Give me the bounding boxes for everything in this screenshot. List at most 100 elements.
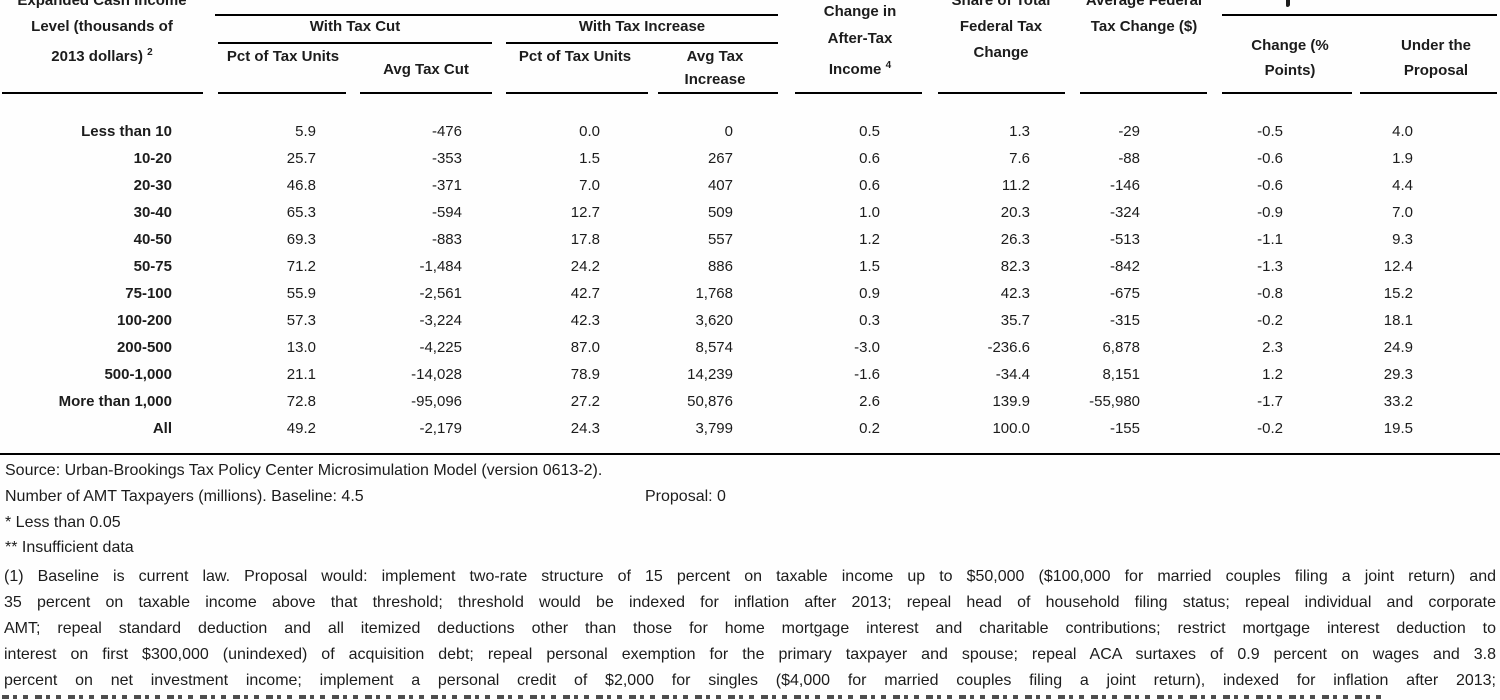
amt-taxpayers-line: Number of AMT Taxpayers (millions). Base…: [5, 488, 364, 505]
cell-change-after-tax-income: -1.6: [854, 366, 880, 383]
cell-pct-with-tax-cut: 49.2: [286, 420, 316, 437]
row-label-income-group: Less than 10: [81, 123, 172, 140]
cell-share-total-federal-tax-change: 11.2: [1001, 177, 1030, 194]
cell-avg-federal-tax-change: -29: [1118, 123, 1140, 140]
table-row: 40-50 69.3 -883 17.8 557 1.2 26.3 -513 -…: [0, 226, 1500, 253]
header-expanded-cash-income: Expanded Cash Income Level (thousands of…: [16, 0, 188, 70]
row-label-income-group: All: [152, 420, 172, 437]
cell-change-after-tax-income: 2.6: [859, 393, 880, 410]
cell-rate-under-proposal: 15.2: [1383, 285, 1413, 302]
table-row: More than 1,000 72.8 -95,096 27.2 50,876…: [0, 388, 1500, 415]
table-row: Less than 10 5.9 -476 0.0 0 0.5 1.3 -29 …: [0, 118, 1500, 145]
cell-pct-with-tax-increase: 24.2: [570, 258, 600, 275]
cell-pct-with-tax-cut: 25.7: [286, 150, 316, 167]
clipped-text-fragment: [1286, 0, 1290, 7]
cell-rate-under-proposal: 4.4: [1392, 177, 1413, 194]
cell-avg-tax-cut: -4,225: [419, 339, 462, 356]
footnote-1-line: interest on first $300,000 (unindexed) o…: [4, 646, 1496, 663]
cell-avg-tax-increase: 3,620: [695, 312, 733, 329]
footnote-1-line: (1) Baseline is current law. Proposal wo…: [4, 568, 1496, 585]
cell-pct-with-tax-cut: 13.0: [286, 339, 316, 356]
cell-change-after-tax-income: 0.9: [859, 285, 880, 302]
cell-avg-tax-cut: -3,224: [419, 312, 462, 329]
header-with-tax-increase: With Tax Increase: [578, 18, 706, 35]
cell-share-total-federal-tax-change: 100.0: [992, 420, 1030, 437]
underline-pct-increase: [506, 92, 648, 94]
cell-avg-tax-cut: -371: [431, 177, 462, 194]
cell-avg-tax-cut: -353: [431, 150, 462, 167]
cell-avg-federal-tax-change: -55,980: [1089, 393, 1140, 410]
underline-avg-increase: [658, 92, 778, 94]
header-change-after-tax-income-footnote-ref: 4: [885, 60, 892, 71]
cell-avg-tax-cut: -95,096: [411, 393, 462, 410]
cell-avg-federal-tax-change: -315: [1109, 312, 1140, 329]
cell-pct-with-tax-cut: 21.1: [286, 366, 316, 383]
cell-rate-change-points: -1.3: [1257, 258, 1283, 275]
underline-with-tax-increase: [506, 42, 778, 44]
table-row: 100-200 57.3 -3,224 42.3 3,620 0.3 35.7 …: [0, 307, 1500, 334]
cell-avg-tax-increase: 50,876: [687, 393, 733, 410]
cell-share-total-federal-tax-change: 1.3: [1009, 123, 1030, 140]
cell-rate-change-points: -1.1: [1257, 231, 1283, 248]
cell-change-after-tax-income: 0.6: [859, 150, 880, 167]
cell-avg-tax-cut: -476: [431, 123, 462, 140]
cell-change-after-tax-income: -3.0: [854, 339, 880, 356]
cell-rate-under-proposal: 29.3: [1383, 366, 1413, 383]
table-bottom-rule: [0, 453, 1500, 455]
underline-cut-increase-group: [215, 14, 778, 16]
underline-share-total: [938, 92, 1065, 94]
row-label-income-group: 50-75: [133, 258, 172, 275]
row-label-income-group: 500-1,000: [104, 366, 172, 383]
table-header: Expanded Cash Income Level (thousands of…: [0, 0, 1500, 96]
row-label-income-group: 75-100: [125, 285, 172, 302]
cell-share-total-federal-tax-change: 20.3: [1000, 204, 1030, 221]
header-expanded-cash-income-text: Expanded Cash Income Level (thousands of…: [17, 0, 187, 65]
header-with-tax-cut: With Tax Cut: [309, 18, 401, 35]
cell-pct-with-tax-increase: 24.3: [570, 420, 600, 437]
cell-change-after-tax-income: 1.0: [859, 204, 880, 221]
cell-pct-with-tax-cut: 65.3: [286, 204, 316, 221]
cell-pct-with-tax-increase: 87.0: [570, 339, 600, 356]
table-row: 75-100 55.9 -2,561 42.7 1,768 0.9 42.3 -…: [0, 280, 1500, 307]
cell-share-total-federal-tax-change: 139.9: [992, 393, 1030, 410]
table-row: 50-75 71.2 -1,484 24.2 886 1.5 82.3 -842…: [0, 253, 1500, 280]
cell-share-total-federal-tax-change: 42.3: [1000, 285, 1030, 302]
cell-pct-with-tax-increase: 1.5: [579, 150, 600, 167]
row-label-income-group: 200-500: [116, 339, 172, 356]
cell-pct-with-tax-cut: 57.3: [286, 312, 316, 329]
cell-avg-federal-tax-change: -324: [1109, 204, 1140, 221]
cell-rate-change-points: -0.8: [1257, 285, 1283, 302]
cell-pct-with-tax-increase: 42.3: [570, 312, 600, 329]
underline-under-proposal: [1360, 92, 1497, 94]
cell-pct-with-tax-increase: 17.8: [570, 231, 600, 248]
header-expanded-cash-income-footnote-ref: 2: [147, 47, 153, 58]
row-label-income-group: 100-200: [116, 312, 172, 329]
cell-change-after-tax-income: 0.2: [859, 420, 880, 437]
header-average-federal-tax-change: Average Federal Tax Change ($): [1085, 0, 1203, 35]
footnote-1-line: AMT; repeal standard deduction and all i…: [4, 620, 1496, 637]
row-label-income-group: 30-40: [133, 204, 172, 221]
cell-avg-tax-cut: -2,561: [419, 285, 462, 302]
footnote-1: (1) Baseline is current law. Proposal wo…: [4, 564, 1496, 694]
footnote-1-line: percent on net investment income; implem…: [4, 672, 1496, 689]
cell-avg-tax-cut: -883: [431, 231, 462, 248]
cell-avg-federal-tax-change: -513: [1109, 231, 1140, 248]
cell-rate-change-points: -0.6: [1257, 177, 1283, 194]
cell-share-total-federal-tax-change: 7.6: [1009, 150, 1030, 167]
cell-share-total-federal-tax-change: -34.4: [995, 366, 1030, 383]
header-change-after-tax-income: Change in After-Tax Income 4: [810, 0, 910, 83]
cell-avg-federal-tax-change: -842: [1109, 258, 1140, 275]
underline-change-points: [1222, 92, 1352, 94]
cell-pct-with-tax-increase: 12.7: [570, 204, 600, 221]
cell-avg-tax-increase: 3,799: [695, 420, 733, 437]
cell-pct-with-tax-increase: 78.9: [570, 366, 600, 383]
cell-avg-tax-cut: -1,484: [419, 258, 462, 275]
cell-avg-federal-tax-change: -146: [1109, 177, 1140, 194]
table-body: Less than 10 5.9 -476 0.0 0 0.5 1.3 -29 …: [0, 96, 1500, 442]
cell-pct-with-tax-cut: 72.8: [286, 393, 316, 410]
cell-rate-under-proposal: 1.9: [1392, 150, 1413, 167]
cell-avg-tax-increase: 1,768: [695, 285, 733, 302]
table-row: 10-20 25.7 -353 1.5 267 0.6 7.6 -88 -0.6…: [0, 145, 1500, 172]
cell-avg-federal-tax-change: -88: [1118, 150, 1140, 167]
cell-avg-tax-increase: 557: [707, 231, 733, 248]
